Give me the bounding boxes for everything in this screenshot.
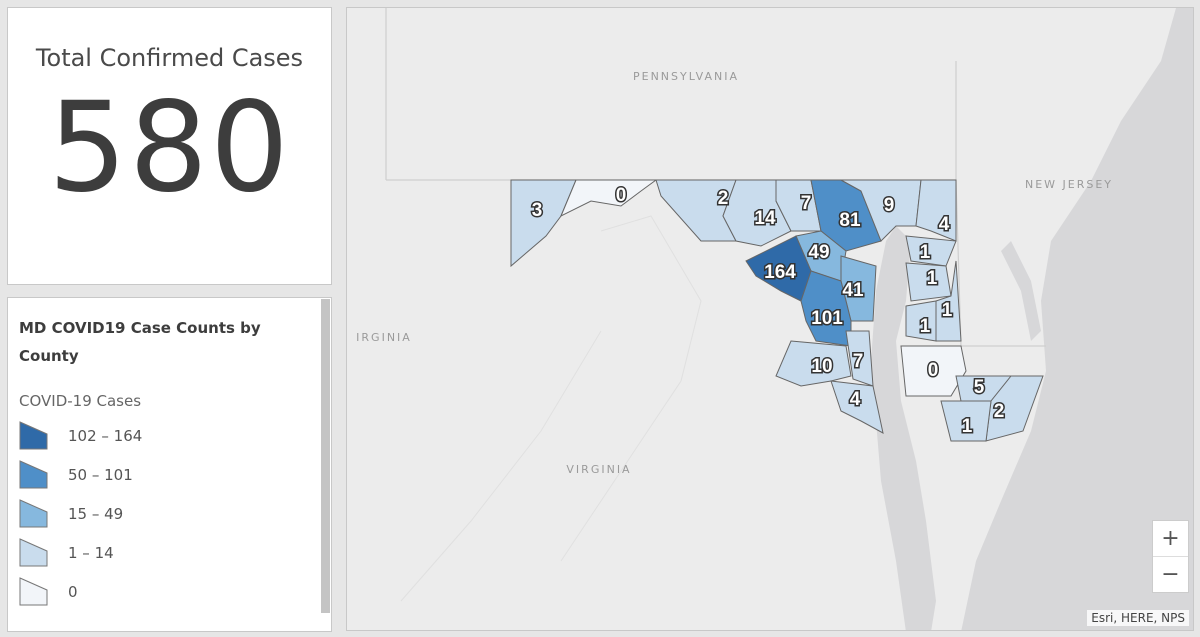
map-view[interactable]: PENNSYLVANIA NEW JERSEY VIRGINIA IRGINIA 3 0… xyxy=(346,7,1194,631)
county-polygon[interactable] xyxy=(830,380,884,434)
county-count-label: 1 xyxy=(962,416,973,437)
legend-scrollbar[interactable] xyxy=(321,299,330,613)
county-count-label: 164 xyxy=(764,262,796,283)
region-label: NEW JERSEY xyxy=(1025,178,1113,191)
county-polygon[interactable] xyxy=(560,179,658,218)
county-count-label: 2 xyxy=(994,401,1005,422)
legend-swatch-icon xyxy=(19,421,48,450)
legend-swatch-icon xyxy=(19,499,48,528)
zoom-in-button[interactable]: + xyxy=(1161,526,1180,551)
county-count-label: 3 xyxy=(532,200,543,221)
legend-swatch-icon xyxy=(19,538,48,567)
legend-panel: MD COVID19 Case Counts by County COVID-1… xyxy=(7,297,332,632)
county-polygon[interactable] xyxy=(800,270,852,347)
county-polygon[interactable] xyxy=(940,400,992,442)
county-count-label: 1 xyxy=(927,268,938,289)
total-cases-card: Total Confirmed Cases 580 xyxy=(7,7,332,285)
county-count-label: 1 xyxy=(920,242,931,263)
county-polygon[interactable] xyxy=(905,235,957,267)
region-label: IRGINIA xyxy=(356,331,412,344)
atlantic-ocean xyxy=(961,8,1193,630)
region-label: VIRGINIA xyxy=(566,463,631,476)
county-count-label: 10 xyxy=(811,356,832,377)
county-count-label: 0 xyxy=(928,360,939,381)
county-polygon[interactable] xyxy=(775,179,822,232)
county-polygon[interactable] xyxy=(905,300,937,342)
legend-item-label: 0 xyxy=(68,582,78,601)
county-count-label: 101 xyxy=(811,308,843,329)
chesapeake-bay xyxy=(871,226,936,630)
legend-item: 102 – 164 xyxy=(19,416,331,455)
zoom-controls: + − xyxy=(1152,520,1189,593)
legend-item: 1 – 14 xyxy=(19,533,331,572)
county-count-label: 2 xyxy=(718,188,729,209)
county-count-label: 1 xyxy=(942,300,953,321)
county-polygon[interactable] xyxy=(840,255,877,322)
legend-layer-title: COVID-19 Cases xyxy=(19,392,142,410)
legend-title: MD COVID19 Case Counts by County xyxy=(19,319,261,365)
terrain-lines xyxy=(400,215,702,602)
county-count-label: 9 xyxy=(884,195,895,216)
county-count-label: 0 xyxy=(616,185,627,206)
region-label: PENNSYLVANIA xyxy=(633,70,739,83)
legend-item-label: 50 – 101 xyxy=(68,465,133,484)
legend-item: 50 – 101 xyxy=(19,455,331,494)
county-count-label: 41 xyxy=(842,280,864,301)
county-polygon[interactable] xyxy=(915,179,957,242)
zoom-out-button[interactable]: − xyxy=(1153,556,1188,592)
county-count-label: 81 xyxy=(839,210,861,231)
legend-swatch-icon xyxy=(19,460,48,489)
legend-item-label: 15 – 49 xyxy=(68,504,124,523)
map-attribution: Esri, HERE, NPS xyxy=(1087,610,1189,626)
delaware-bay xyxy=(1001,241,1041,341)
county-polygon[interactable] xyxy=(510,179,577,268)
county-count-label: 4 xyxy=(850,389,861,410)
legend-item: 0 xyxy=(19,572,331,611)
county-count-label: 5 xyxy=(974,377,985,398)
legend-item-label: 102 – 164 xyxy=(68,426,143,445)
county-count-label: 49 xyxy=(808,242,829,263)
total-cases-title: Total Confirmed Cases xyxy=(35,44,304,72)
map-canvas[interactable]: PENNSYLVANIA NEW JERSEY VIRGINIA IRGINIA 3 0… xyxy=(347,8,1194,631)
legend-swatch-icon xyxy=(19,577,48,606)
total-cases-value: 580 xyxy=(48,76,291,220)
county-polygon[interactable] xyxy=(985,375,1044,442)
county-count-label: 4 xyxy=(939,214,950,235)
legend-item: 15 – 49 xyxy=(19,494,331,533)
county-count-label: 14 xyxy=(754,208,776,229)
county-count-label: 1 xyxy=(920,316,931,337)
county-count-label: 7 xyxy=(853,351,864,372)
legend-item-label: 1 – 14 xyxy=(68,543,114,562)
county-count-label: 7 xyxy=(801,193,812,214)
